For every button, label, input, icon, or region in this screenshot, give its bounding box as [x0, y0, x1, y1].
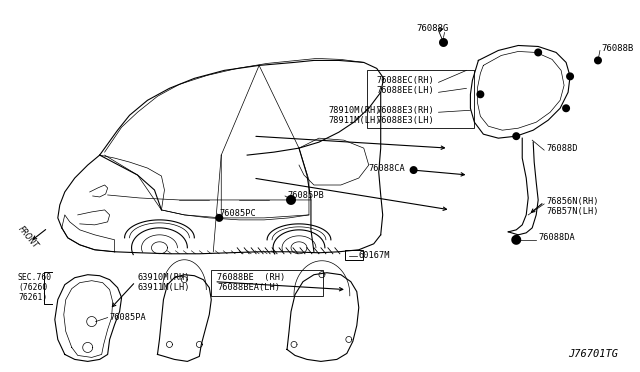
Text: 76261): 76261)	[18, 293, 47, 302]
Text: 78911M(LH): 78911M(LH)	[329, 116, 381, 125]
Polygon shape	[594, 57, 602, 64]
Text: 78910M(RH): 78910M(RH)	[329, 106, 381, 115]
Text: J76701TG: J76701TG	[568, 349, 618, 359]
Polygon shape	[286, 195, 296, 205]
Text: 76085PB: 76085PB	[287, 192, 324, 201]
Text: 76856N(RH): 76856N(RH)	[546, 198, 598, 206]
Text: 76B57N(LH): 76B57N(LH)	[546, 208, 598, 217]
Polygon shape	[534, 48, 542, 57]
Polygon shape	[562, 104, 570, 112]
Text: 76088BEA(LH): 76088BEA(LH)	[217, 283, 280, 292]
Polygon shape	[511, 235, 521, 245]
Polygon shape	[215, 214, 223, 222]
Polygon shape	[476, 90, 484, 98]
Polygon shape	[566, 73, 574, 80]
Polygon shape	[439, 38, 448, 47]
Text: 76088BE  (RH): 76088BE (RH)	[217, 273, 285, 282]
Text: 63911M(LH): 63911M(LH)	[138, 283, 190, 292]
Text: (76260: (76260	[18, 283, 47, 292]
Bar	[345, 250, 363, 260]
Text: 76088D: 76088D	[546, 144, 578, 153]
Text: 76088G: 76088G	[417, 24, 449, 33]
Text: 76088DA: 76088DA	[538, 233, 575, 242]
Text: 76088E3(LH): 76088E3(LH)	[377, 116, 435, 125]
Text: 60167M: 60167M	[359, 251, 390, 260]
Polygon shape	[512, 132, 520, 140]
Text: 76088EC(RH): 76088EC(RH)	[377, 76, 435, 85]
Text: 76085PC: 76085PC	[220, 209, 256, 218]
Text: 76088EE(LH): 76088EE(LH)	[377, 86, 435, 95]
Text: 76088CA: 76088CA	[369, 164, 406, 173]
Text: 76088B: 76088B	[601, 44, 633, 53]
Bar	[211, 270, 323, 296]
Bar	[367, 70, 474, 128]
Text: 76088E3(RH): 76088E3(RH)	[377, 106, 435, 115]
Text: FRONT: FRONT	[16, 225, 40, 251]
Polygon shape	[410, 166, 417, 174]
Text: SEC.760: SEC.760	[18, 273, 52, 282]
Text: 63910M(RH): 63910M(RH)	[138, 273, 190, 282]
Text: 76085PA: 76085PA	[109, 313, 147, 322]
